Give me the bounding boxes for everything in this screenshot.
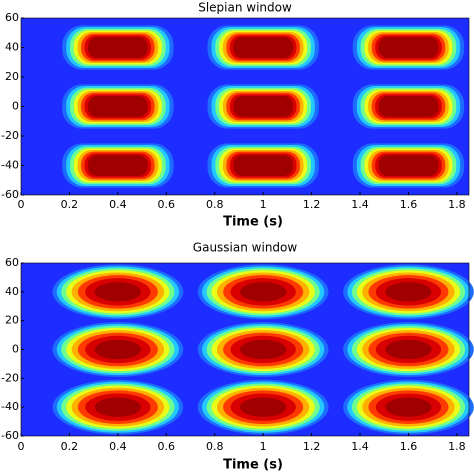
blob [197,264,329,320]
x-tick-label: 0.6 [158,198,176,211]
contour [240,339,287,360]
contour [385,397,432,417]
y-tick-label: -60 [1,429,19,442]
x-tick-label: 0.2 [61,198,79,211]
contour [94,339,141,360]
contour [240,397,287,417]
x-tick-label: 0.2 [61,440,79,453]
x-tick-label: 1.2 [303,440,321,453]
x-tick-label: 0.6 [158,440,176,453]
contour [233,36,294,59]
blob [352,143,465,188]
x-tick-label: 0.4 [109,198,127,211]
blob [52,322,184,377]
chart-title: Slepian window [198,1,292,15]
blob [343,264,474,320]
blob [352,25,465,70]
y-tick-label: 0 [12,343,19,356]
contour [94,282,141,302]
contour [87,36,148,59]
x-tick-label: 1.8 [448,440,466,453]
contour [378,36,439,59]
y-tick-label: -20 [1,129,19,142]
y-tick-label: -40 [1,400,19,413]
chart-title: Gaussian window [193,241,298,255]
y-tick-label: 0 [12,100,19,113]
blob [207,84,319,129]
blob [52,264,184,320]
contour [378,95,439,118]
contour [87,95,148,118]
x-tick-label: 0 [18,440,25,453]
contour [385,339,432,360]
blob [207,25,319,70]
blob [343,322,474,377]
x-tick-label: 1 [260,198,267,211]
blob [197,322,329,377]
y-tick-label: 40 [5,41,19,54]
x-tick-label: 1 [260,440,267,453]
y-tick-label: 60 [5,256,19,269]
y-tick-label: 60 [5,11,19,24]
y-tick-label: 40 [5,285,19,298]
blob [343,379,474,435]
blob [207,143,319,188]
x-tick-label: 0.8 [206,198,224,211]
blob [62,84,174,129]
x-axis-label: Time (s) [223,458,283,473]
contour [233,154,294,177]
x-tick-label: 1.4 [351,440,369,453]
x-tick-label: 1.6 [400,198,418,211]
x-axis-label: Time (s) [223,215,283,230]
y-tick-label: -20 [1,371,19,384]
x-tick-label: 0.8 [206,440,224,453]
x-tick-label: 1.8 [448,198,466,211]
blob [197,379,329,435]
blob [62,25,174,70]
contour [240,282,287,302]
blob [62,143,174,188]
y-tick-label: 20 [5,314,19,327]
x-tick-label: 1.4 [351,198,369,211]
x-tick-label: 0 [18,198,25,211]
x-tick-label: 0.4 [109,440,127,453]
y-tick-label: -60 [1,188,19,201]
x-tick-label: 1.2 [303,198,321,211]
contour [233,95,294,118]
x-tick-label: 1.6 [400,440,418,453]
contour [385,282,432,302]
blob [52,379,184,435]
contour [378,154,439,177]
contour [94,397,141,417]
contour [87,154,148,177]
y-tick-label: 20 [5,70,19,83]
y-tick-label: -40 [1,159,19,172]
blob [352,84,465,129]
